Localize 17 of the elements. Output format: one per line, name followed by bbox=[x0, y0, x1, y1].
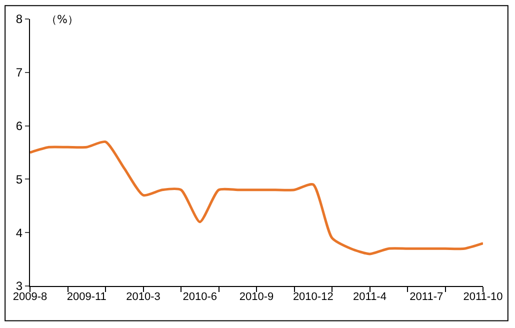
x-tick-label: 2009-8 bbox=[12, 291, 48, 304]
x-tick-label: 2010-6 bbox=[182, 291, 218, 304]
x-tick-label: 2010-9 bbox=[239, 291, 274, 304]
y-tick-label: 3 bbox=[16, 279, 23, 294]
x-tick-label: 2010-12 bbox=[292, 291, 334, 304]
y-tick-label: 7 bbox=[16, 66, 23, 80]
y-tick-label: 8 bbox=[16, 12, 23, 26]
y-tick-label: 6 bbox=[16, 119, 23, 133]
y-tick-label: 4 bbox=[16, 226, 23, 240]
x-tick-label: 2009-11 bbox=[66, 291, 106, 304]
x-tick-label: 2010-3 bbox=[126, 291, 160, 304]
line-series bbox=[30, 140, 483, 256]
x-tick-label: 2011-7 bbox=[410, 291, 444, 304]
y-axis-title: （%） bbox=[46, 13, 78, 26]
y-tick-label: 5 bbox=[16, 172, 23, 186]
x-tick-label: 2011-4 bbox=[353, 291, 386, 304]
x-tick-label: 2011-10 bbox=[463, 291, 503, 304]
